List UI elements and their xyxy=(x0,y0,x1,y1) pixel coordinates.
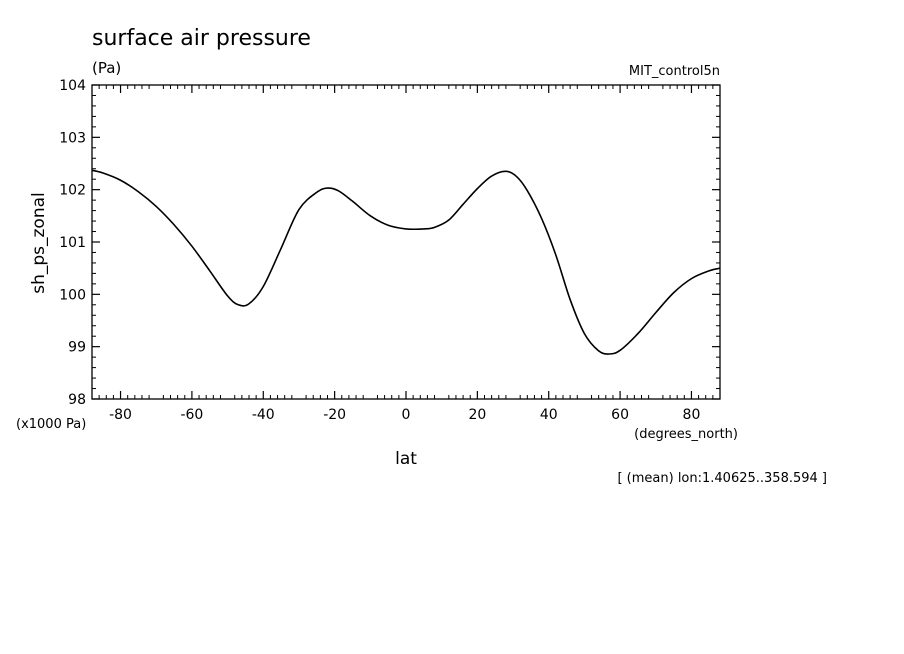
y-tick-label: 103 xyxy=(59,130,86,146)
x-tick-label: -60 xyxy=(180,407,203,423)
x-tick-label: -80 xyxy=(109,407,132,423)
y-axis-ticks: 98 99 100 101 102 103 104 xyxy=(59,78,720,408)
y-tick-label: 104 xyxy=(59,78,86,94)
chart-title: surface air pressure xyxy=(92,26,311,51)
y-tick-label: 100 xyxy=(59,287,86,303)
x-axis-label: lat xyxy=(395,449,417,469)
x-tick-label: -40 xyxy=(252,407,275,423)
x-tick-label: 20 xyxy=(468,407,486,423)
x-tick-label: 40 xyxy=(540,407,558,423)
y-tick-label: 101 xyxy=(59,235,86,251)
x-tick-label: 0 xyxy=(402,407,411,423)
x-tick-label: 80 xyxy=(683,407,701,423)
y-tick-label: 98 xyxy=(68,392,86,408)
units-label: (Pa) xyxy=(92,59,121,77)
y-scale-note: (x1000 Pa) xyxy=(16,417,86,432)
x-tick-label: -20 xyxy=(323,407,346,423)
minor-ticks xyxy=(92,85,720,399)
y-tick-label: 99 xyxy=(68,340,86,356)
series-line-sh-ps-zonal xyxy=(91,169,721,355)
x-axis-units: (degrees_north) xyxy=(634,427,738,442)
x-axis-ticks: -80 -60 -40 -20 0 20 40 60 80 xyxy=(109,85,700,423)
dataset-label: MIT_control5n xyxy=(629,64,720,79)
y-tick-label: 102 xyxy=(59,183,86,199)
y-axis-label: sh_ps_zonal xyxy=(29,192,49,294)
x-tick-label: 60 xyxy=(611,407,629,423)
footnote: [ (mean) lon:1.40625..358.594 ] xyxy=(617,471,827,486)
plot-frame xyxy=(91,84,721,400)
